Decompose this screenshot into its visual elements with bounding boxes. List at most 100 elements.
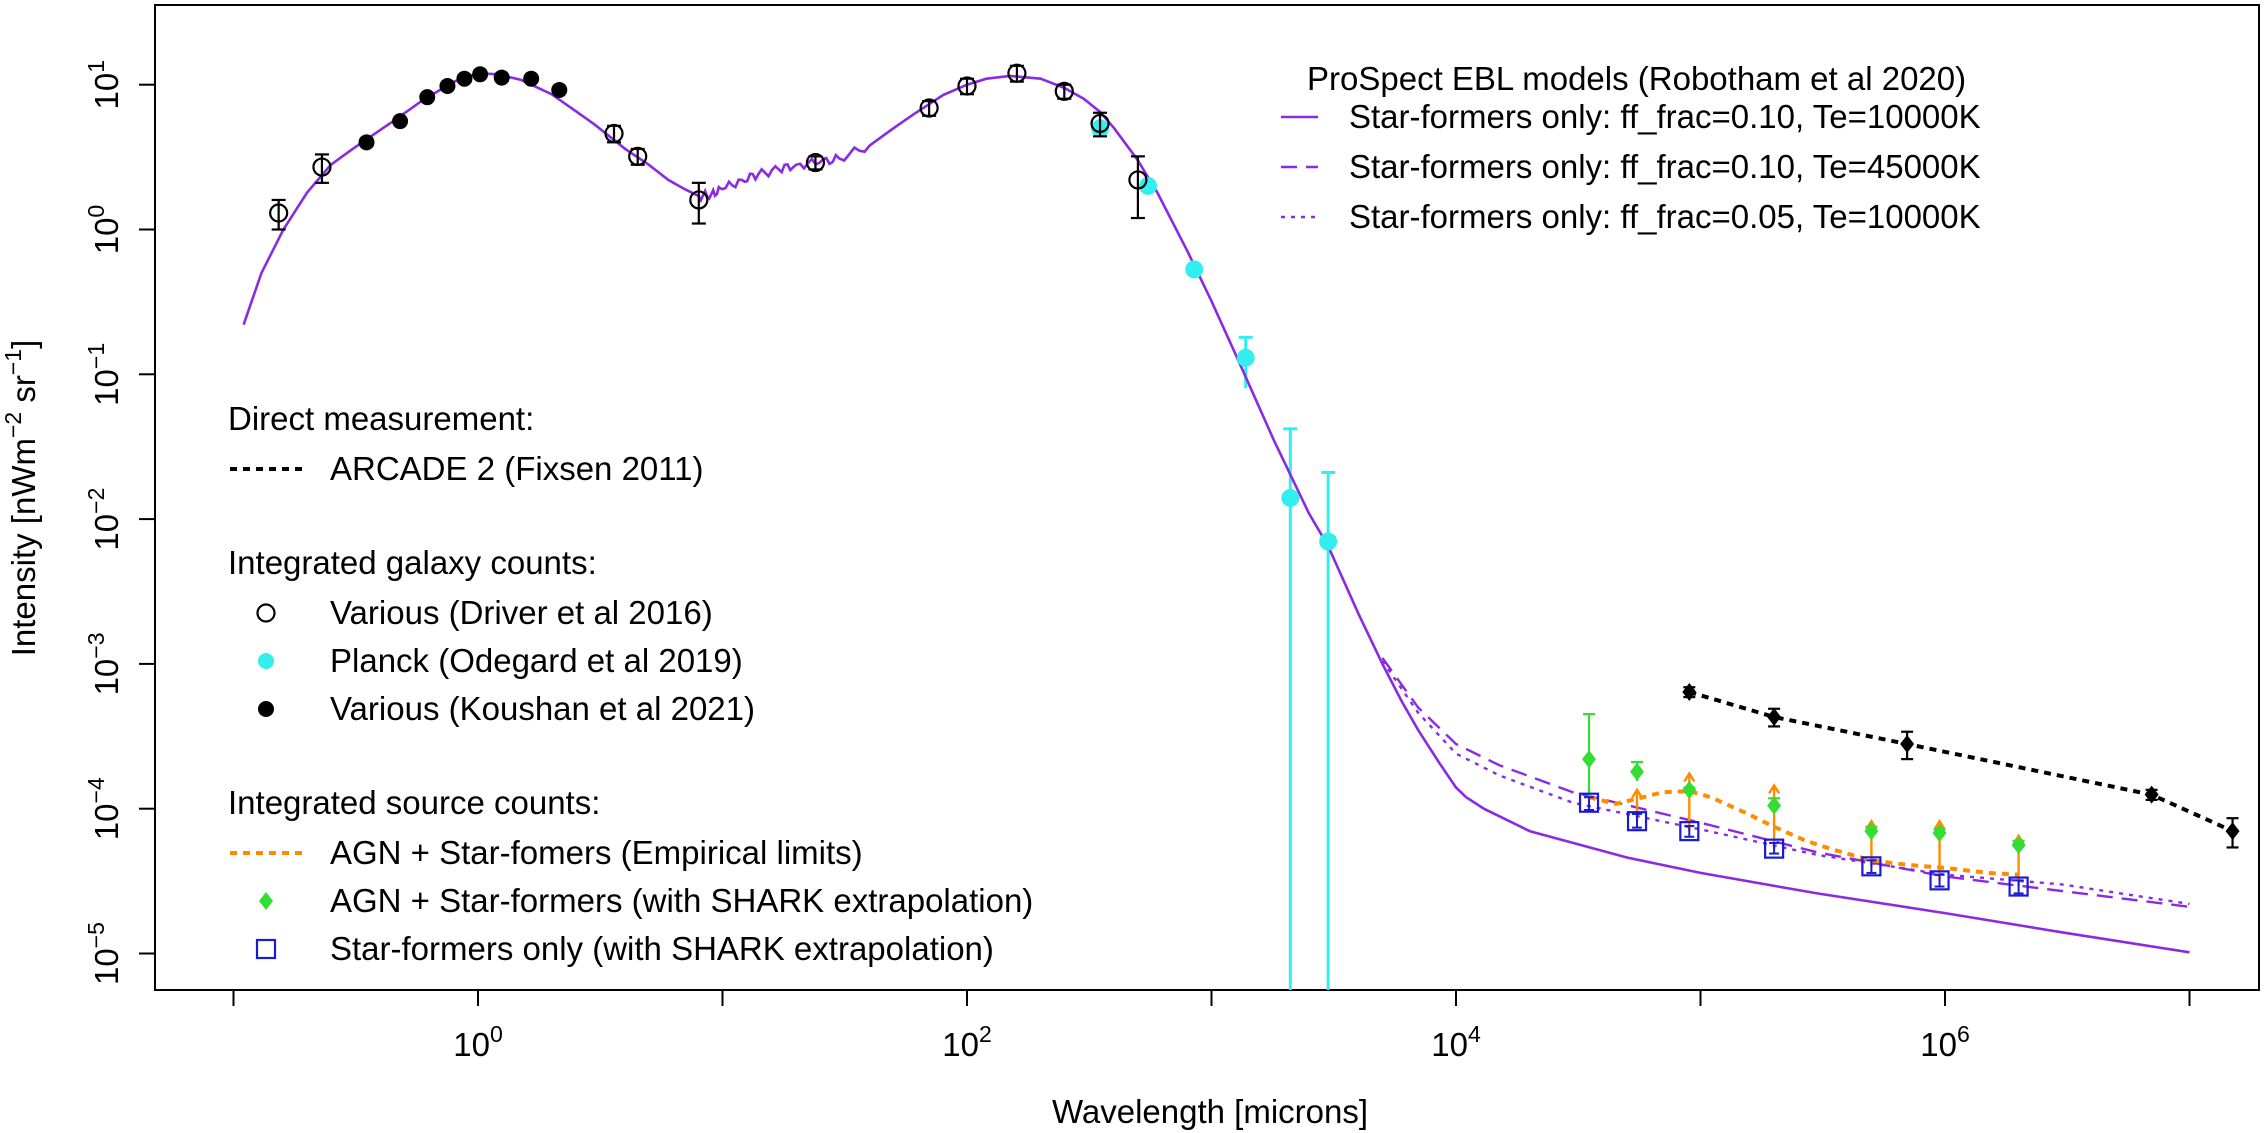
sf-shark-point-4 <box>1861 856 1882 877</box>
y-tick-label-5: 10−4 <box>83 777 125 840</box>
model-tail-dashed <box>1381 657 2190 908</box>
y-tick-label-2-exponent: −1 <box>83 343 109 369</box>
koushan-legend-label: Various (Koushan et al 2021) <box>330 690 755 727</box>
x-tick-label-0-base: 10 <box>453 1026 490 1063</box>
x-tick-label-3: 106 <box>1920 1021 1970 1063</box>
y-tick-label-1: 100 <box>83 205 125 255</box>
driver-point-1 <box>312 157 332 177</box>
y-tick-label-2: 10−1 <box>83 343 125 406</box>
agn-shark-point-6 <box>2011 836 2026 855</box>
driver-point-2 <box>604 123 624 144</box>
y-tick-label-5-base: 10 <box>88 804 125 841</box>
plot-frame <box>154 4 2260 991</box>
driver-point-4 <box>689 190 709 210</box>
driver-point-6 <box>919 98 939 118</box>
x-tick-label-3-base: 10 <box>1920 1026 1957 1063</box>
x-tick-label-2: 104 <box>1431 1021 1481 1063</box>
data-layer <box>242 63 2240 990</box>
y-axis-label-part-4: ] <box>5 340 42 349</box>
sf-shark-point-2 <box>1679 821 1700 842</box>
planck-point-4 <box>1281 488 1300 507</box>
y-tick-label-6: 10−5 <box>83 922 125 985</box>
y-axis-label-part-0: Intensity [nWm <box>5 438 42 656</box>
x-tick-label-1: 102 <box>942 1021 992 1063</box>
direct-legend-title: Direct measurement: <box>228 400 534 437</box>
koushan-point-6 <box>493 69 510 86</box>
sf-shark-point-6 <box>2008 876 2029 897</box>
y-tick-label-1-exponent: 0 <box>83 205 109 218</box>
y-tick-label-0-exponent: 1 <box>83 60 109 73</box>
agn-arrow-head-4 <box>1933 818 1946 830</box>
agn-shark-point-5 <box>1932 823 1947 842</box>
y-axis-label-part-1: −2 <box>0 412 26 438</box>
y-tick-label-3: 10−2 <box>83 488 125 551</box>
axes: 100 102 104 10610110010−110−210−310−410−5In… <box>0 60 2191 1063</box>
koushan-point-5 <box>472 66 489 83</box>
planck-point-5 <box>1319 532 1338 551</box>
y-tick-label-5-exponent: −4 <box>83 777 109 803</box>
x-tick-label-1-exponent: 2 <box>979 1021 992 1047</box>
driver-point-11 <box>1128 170 1148 190</box>
model-legend-label-2: Star-formers only: ff_frac=0.05, Te=1000… <box>1349 198 1981 235</box>
x-axis-label: Wavelength [microns] <box>1052 1093 1368 1130</box>
x-tick-label-1-base: 10 <box>942 1026 979 1063</box>
driver-point-3 <box>628 146 648 166</box>
x-tick-label-2-exponent: 4 <box>1468 1021 1481 1047</box>
y-tick-label-0-base: 10 <box>88 73 125 110</box>
arcade-point-0 <box>1682 682 1697 701</box>
y-tick-label-3-exponent: −2 <box>83 488 109 514</box>
agn-arrow-head-1 <box>1683 771 1696 783</box>
agn-shark-point-2 <box>1682 780 1697 799</box>
agn-shark-point-1 <box>1630 762 1645 781</box>
agn-arrow-head-0 <box>1631 787 1644 799</box>
agn-shark-legend-marker <box>259 892 273 910</box>
planck-legend-marker <box>258 653 274 669</box>
y-axis-label-part-2: sr <box>5 375 42 412</box>
model-legend-label-1: Star-formers only: ff_frac=0.10, Te=4500… <box>1349 148 1981 185</box>
driver-point-5 <box>805 152 826 173</box>
koushan-point-3 <box>439 77 456 94</box>
driver-point-8 <box>1007 63 1027 83</box>
source-legend-title: Integrated source counts: <box>228 784 600 821</box>
plot-area <box>242 63 2240 990</box>
koushan-point-1 <box>392 113 409 130</box>
sf-shark-legend-marker <box>255 938 277 960</box>
planck-point-1 <box>1139 176 1158 195</box>
koushan-point-0 <box>358 134 375 151</box>
driver-point-7 <box>957 76 977 96</box>
x-tick-label-0-exponent: 0 <box>490 1021 503 1047</box>
driver-legend-label: Various (Driver et al 2016) <box>330 594 713 631</box>
arcade-point-3 <box>2144 785 2159 804</box>
x-tick-label-0: 100 <box>453 1021 503 1063</box>
y-tick-label-6-base: 10 <box>88 948 125 985</box>
arcade-legend-label: ARCADE 2 (Fixsen 2011) <box>330 450 704 487</box>
koushan-point-7 <box>523 70 540 87</box>
y-tick-label-3-base: 10 <box>88 514 125 551</box>
y-axis-label: Intensity [nWm−2 sr−1] <box>0 340 42 657</box>
agn-empirical-curve <box>1588 789 2019 877</box>
y-tick-label-4: 10−3 <box>83 632 125 695</box>
sf-shark-point-3 <box>1764 838 1785 859</box>
driver-point-0 <box>269 203 289 223</box>
koushan-point-2 <box>419 89 436 106</box>
sf-shark-point-1 <box>1626 811 1648 832</box>
model-tail-dotted <box>1381 660 2190 906</box>
agn-empirical-legend-label: AGN + Star-fomers (Empirical limits) <box>330 834 863 871</box>
koushan-point-4 <box>456 70 473 87</box>
galaxy-legend-title: Integrated galaxy counts: <box>228 544 597 581</box>
y-tick-label-1-base: 10 <box>88 218 125 255</box>
planck-point-3 <box>1236 348 1255 367</box>
agn-shark-point-3 <box>1767 796 1782 815</box>
driver-point-9 <box>1054 81 1074 101</box>
model-legend-title: ProSpect EBL models (Robotham et al 2020… <box>1307 60 1966 97</box>
legends: ProSpect EBL models (Robotham et al 2020… <box>228 60 1981 967</box>
sf-shark-point-0 <box>1578 792 1600 813</box>
koushan-point-8 <box>551 81 568 98</box>
arcade-point-2 <box>1900 734 1915 753</box>
agn-shark-point-0 <box>1582 750 1597 769</box>
arcade-point-1 <box>1767 707 1782 726</box>
y-tick-label-0: 101 <box>83 60 125 110</box>
planck-point-2 <box>1185 260 1204 279</box>
x-tick-label-3-exponent: 6 <box>1957 1021 1970 1047</box>
